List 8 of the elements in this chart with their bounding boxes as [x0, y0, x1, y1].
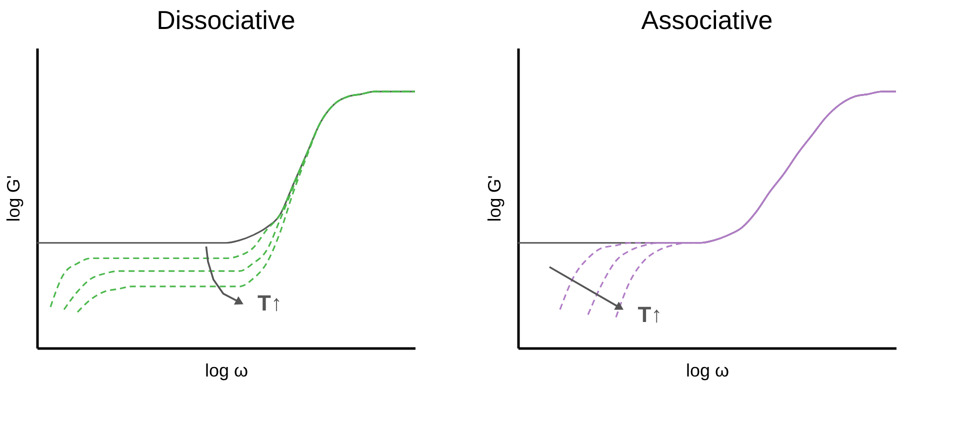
x-axis-title: log ω: [204, 360, 248, 380]
y-axis-title: log G': [484, 175, 504, 222]
chart-title: Dissociative: [156, 5, 296, 35]
chart-title: Associative: [641, 5, 773, 35]
annotation: T↑: [638, 302, 662, 328]
y-axis-title: log G': [4, 175, 24, 222]
annotation: T↑: [258, 290, 282, 316]
x-axis-title: log ω: [686, 360, 730, 380]
